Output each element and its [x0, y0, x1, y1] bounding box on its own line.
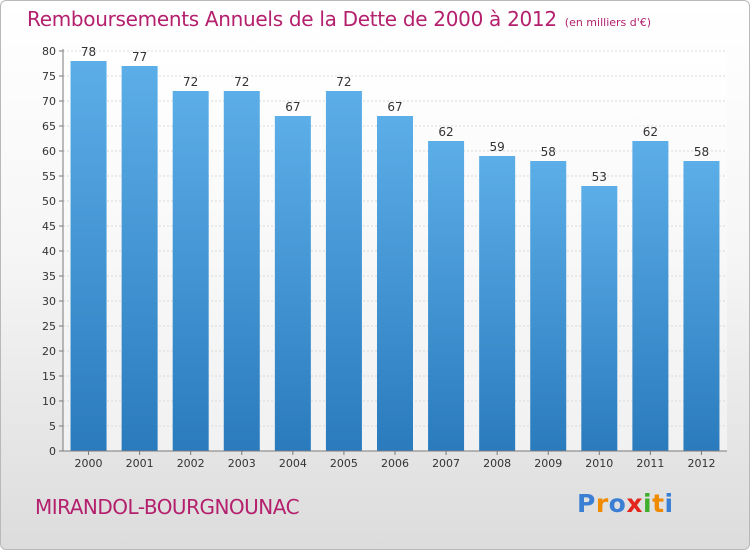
logo-letter: x — [626, 489, 643, 518]
bar-2004 — [274, 116, 311, 451]
data-label-2003: 72 — [234, 75, 249, 89]
logo-letter: t — [652, 489, 665, 518]
logo-letter: r — [595, 489, 609, 518]
bar-2003 — [223, 91, 260, 451]
x-tick-label-2008: 2008 — [483, 457, 511, 470]
y-tick-label: 10 — [42, 395, 56, 408]
chart-title: Remboursements Annuels de la Dette de 20… — [27, 7, 651, 31]
data-label-2002: 72 — [183, 75, 198, 89]
data-label-2009: 58 — [541, 145, 556, 159]
bar-2002 — [172, 91, 209, 451]
y-tick-label: 50 — [42, 195, 56, 208]
bar-2008 — [479, 156, 516, 451]
x-tick-label-2000: 2000 — [75, 457, 103, 470]
y-tick-label: 80 — [42, 45, 56, 58]
x-tick-label-2005: 2005 — [330, 457, 358, 470]
x-tick-label-2003: 2003 — [228, 457, 256, 470]
bar-2006 — [377, 116, 413, 451]
logo-letter: i — [643, 489, 653, 518]
logo-letter: o — [608, 489, 627, 518]
y-tick-label: 55 — [42, 170, 56, 183]
data-label-2006: 67 — [387, 100, 402, 114]
y-tick-label: 70 — [42, 95, 56, 108]
data-label-2010: 53 — [592, 170, 607, 184]
data-label-2011: 62 — [643, 125, 658, 139]
x-tick-label-2006: 2006 — [381, 457, 409, 470]
x-tick-label-2011: 2011 — [636, 457, 664, 470]
y-tick-label: 20 — [42, 345, 56, 358]
bar-2005 — [325, 91, 362, 451]
y-tick-label: 25 — [42, 320, 56, 333]
y-tick-label: 0 — [49, 445, 56, 458]
data-label-2008: 59 — [490, 140, 505, 154]
bars: 78 77 72 72 67 72 67 62 59 58 53 62 58 — [70, 45, 720, 451]
x-tick-label-2012: 2012 — [687, 457, 715, 470]
y-tick-label: 40 — [42, 245, 56, 258]
x-tick-label-2001: 2001 — [126, 457, 154, 470]
y-tick-label: 5 — [49, 420, 56, 433]
y-tick-label: 15 — [42, 370, 56, 383]
chart-subtitle: (en milliers d'€) — [564, 16, 652, 29]
data-label-2007: 62 — [438, 125, 453, 139]
data-label-2001: 77 — [132, 50, 147, 64]
y-tick-label: 75 — [42, 70, 56, 83]
y-tick-label: 30 — [42, 295, 56, 308]
logo-letter: i — [664, 489, 674, 518]
data-label-2004: 67 — [285, 100, 300, 114]
y-tick-label: 35 — [42, 270, 56, 283]
bar-2007 — [428, 141, 465, 451]
y-tick-label: 60 — [42, 145, 56, 158]
x-tick-label-2007: 2007 — [432, 457, 460, 470]
bar-2012 — [683, 161, 720, 451]
bar-2000 — [70, 61, 107, 451]
axes: 0 5 10 15 20 25 30 35 40 45 50 55 60 65 70 75 80 2000 2001… — [42, 45, 727, 470]
bar-2001 — [121, 66, 158, 451]
data-label-2000: 78 — [81, 45, 96, 59]
x-tick-label-2010: 2010 — [585, 457, 613, 470]
proxiti-logo: Proxiti — [577, 489, 674, 518]
data-label-2005: 72 — [336, 75, 351, 89]
x-tick-label-2002: 2002 — [177, 457, 205, 470]
logo-letter: P — [577, 489, 596, 518]
y-tick-label: 65 — [42, 120, 56, 133]
data-label-2012: 58 — [694, 145, 709, 159]
commune-name: MIRANDOL-BOURGNOUNAC — [35, 495, 300, 519]
bar-2009 — [530, 161, 567, 451]
x-tick-label-2004: 2004 — [279, 457, 307, 470]
x-tick-label-2009: 2009 — [534, 457, 562, 470]
chart-title-text: Remboursements Annuels de la Dette de 20… — [27, 7, 557, 31]
bar-2011 — [632, 141, 669, 451]
bar-2010 — [581, 186, 618, 451]
y-tick-label: 45 — [42, 220, 56, 233]
